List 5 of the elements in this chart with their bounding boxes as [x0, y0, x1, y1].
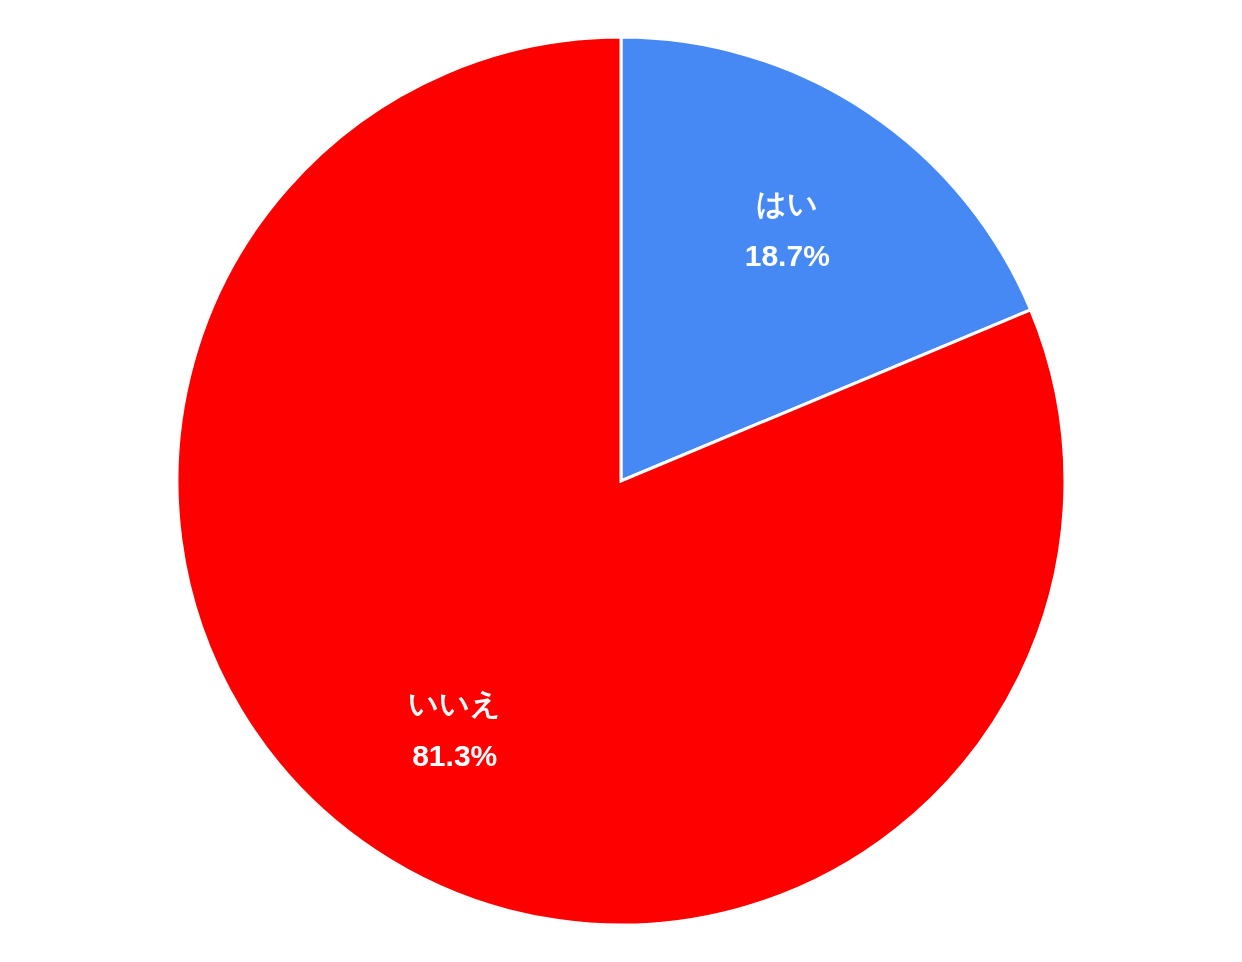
data-label: 81.3%: [412, 738, 498, 772]
pie-slice: [175, 35, 1067, 926]
data-label: 18.7%: [744, 239, 830, 273]
slice-label: いいえ: [408, 686, 502, 720]
slice-label: はい: [756, 187, 819, 221]
